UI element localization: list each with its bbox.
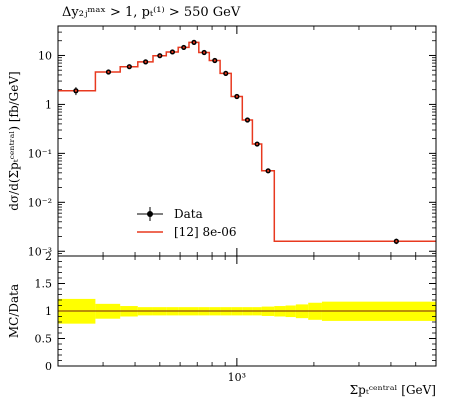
data-point-core (203, 51, 206, 54)
main-y-tick-label: 10⁻¹ (28, 147, 52, 160)
ratio-plot-panel: 10³ 0 0.5 1 1.5 2 (35, 250, 437, 384)
main-y-tick-label: 10 (38, 49, 52, 62)
ratio-y-axis-label: MC/Data (7, 284, 21, 338)
ratio-y-tick-label: 0 (45, 360, 52, 373)
ratio-x-tick-label: 10³ (228, 371, 246, 384)
ratio-y-tick-label: 1.5 (35, 278, 53, 291)
data-point-core (395, 240, 398, 243)
main-plot-panel: 10 1 10⁻¹ 10⁻² 10⁻³ (28, 25, 437, 258)
data-point-core (213, 59, 216, 62)
data-point-core (267, 169, 270, 172)
ratio-y-tick-label: 1 (45, 305, 52, 318)
data-point-core (246, 118, 249, 122)
mc-histogram (58, 41, 436, 243)
data-point-core (107, 70, 110, 74)
legend-data-label: Data (174, 207, 203, 221)
legend-data-marker (147, 211, 153, 217)
ratio-y-tick-label: 2 (45, 250, 52, 263)
data-point-core (158, 54, 161, 57)
ratio-plot-frame (57, 255, 437, 367)
data-point-core (235, 95, 238, 98)
mc-histogram-line (58, 41, 436, 243)
data-point-core (192, 41, 196, 44)
data-point-core (171, 50, 174, 54)
main-y-tick-label: 1 (45, 98, 52, 111)
legend: Data [12] 8e-06 (137, 207, 237, 239)
data-points (73, 39, 399, 245)
ratio-y-tick-label: 0.5 (35, 333, 53, 346)
legend-mc-label: [12] 8e-06 (174, 225, 237, 239)
main-plot-ticks: 10 1 10⁻¹ 10⁻² 10⁻³ (28, 25, 436, 258)
data-point-core (224, 72, 227, 75)
data-point-core (128, 65, 131, 68)
main-y-tick-label: 10⁻² (28, 196, 52, 209)
data-point-core (74, 89, 78, 92)
data-point-core (144, 60, 147, 63)
ratio-x-axis-label: Σpₜᶜᵉⁿᵗʳᵃˡ [GeV] (350, 383, 436, 397)
data-point-core (182, 46, 185, 49)
main-y-tick-label: 10⁻³ (28, 245, 52, 258)
main-y-axis-label: dσ/d(Σpₜᶜᵉⁿᵗʳᵃˡ) [fb/GeV] (7, 71, 21, 210)
chart-title: Δy₂ⱼᵐᵃˣ > 1, pₜ⁽¹⁾ > 550 GeV (62, 5, 241, 20)
main-plot-frame (57, 25, 437, 257)
data-point-core (256, 142, 259, 146)
